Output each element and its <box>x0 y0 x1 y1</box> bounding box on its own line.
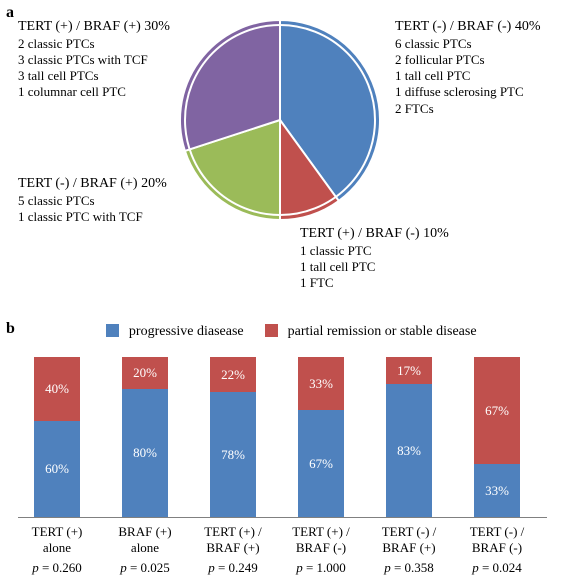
p-value-tert-pos-alone: p = 0.260 <box>12 560 102 576</box>
seg-remission: 40% <box>34 357 80 421</box>
panel-a: a TERT (-) / BRAF (-) 40%6 classic PTCs2… <box>0 0 565 320</box>
p-value-tert-pos-braf-pos: p = 0.249 <box>188 560 278 576</box>
seg-remission: 67% <box>474 357 520 464</box>
panel-a-label: a <box>6 4 14 22</box>
slice-detail-line: 1 tall cell PTC <box>300 259 449 275</box>
slice-detail-line: 6 classic PTCs <box>395 36 541 52</box>
bar-stack: 60%40% <box>34 357 80 517</box>
slice-label-0: TERT (-) / BRAF (-) 40%6 classic PTCs2 f… <box>395 18 541 117</box>
bar-group-tert-neg-braf-pos: 83%17% <box>376 357 442 517</box>
bar-stack: 33%67% <box>474 357 520 517</box>
bar-legend: progressive diasease partial remission o… <box>0 324 565 340</box>
slice-detail-line: 1 columnar cell PTC <box>18 84 170 100</box>
bar-group-tert-pos-braf-neg: 67%33% <box>288 357 354 517</box>
x-label-tert-pos-alone: TERT (+)alone <box>12 524 102 557</box>
p-value-tert-neg-braf-neg: p = 0.024 <box>452 560 542 576</box>
slice-detail-line: 5 classic PTCs <box>18 193 167 209</box>
p-value-tert-neg-braf-pos: p = 0.358 <box>364 560 454 576</box>
bar-group-tert-pos-braf-pos: 78%22% <box>200 357 266 517</box>
bars-area: 60%40%80%20%78%22%67%33%83%17%33%67% <box>0 352 565 517</box>
bar-group-braf-pos-alone: 80%20% <box>112 357 178 517</box>
seg-progressive: 78% <box>210 392 256 517</box>
slice-label-2: TERT (-) / BRAF (+) 20%5 classic PTCs1 c… <box>18 175 167 225</box>
slice-detail-line: 3 classic PTCs with TCF <box>18 52 170 68</box>
seg-remission: 33% <box>298 357 344 410</box>
seg-progressive: 83% <box>386 384 432 517</box>
panel-b: b progressive diasease partial remission… <box>0 320 565 583</box>
x-label-braf-pos-alone: BRAF (+)alone <box>100 524 190 557</box>
slice-heading: TERT (-) / BRAF (-) 40% <box>395 18 541 36</box>
x-label-tert-pos-braf-pos: TERT (+) /BRAF (+) <box>188 524 278 557</box>
bar-stack: 67%33% <box>298 357 344 517</box>
seg-remission: 20% <box>122 357 168 389</box>
bar-stack: 83%17% <box>386 357 432 517</box>
legend-label-progressive: progressive diasease <box>129 324 244 339</box>
slice-detail-line: 3 tall cell PTCs <box>18 68 170 84</box>
x-label-tert-neg-braf-neg: TERT (-) /BRAF (-) <box>452 524 542 557</box>
bar-stack: 78%22% <box>210 357 256 517</box>
p-value-tert-pos-braf-neg: p = 1.000 <box>276 560 366 576</box>
p-value-braf-pos-alone: p = 0.025 <box>100 560 190 576</box>
slice-detail-line: 1 diffuse sclerosing PTC <box>395 84 541 100</box>
seg-progressive: 33% <box>474 464 520 517</box>
slice-detail-line: 1 classic PTC with TCF <box>18 209 167 225</box>
pie-chart <box>180 20 380 220</box>
chart-baseline <box>18 517 547 518</box>
slice-detail-line: 2 FTCs <box>395 101 541 117</box>
legend-label-remission: partial remission or stable disease <box>288 324 477 339</box>
slice-label-1: TERT (+) / BRAF (-) 10%1 classic PTC1 ta… <box>300 225 449 291</box>
slice-heading: TERT (-) / BRAF (+) 20% <box>18 175 167 193</box>
legend-swatch-remission <box>265 324 278 337</box>
slice-heading: TERT (+) / BRAF (+) 30% <box>18 18 170 36</box>
slice-label-3: TERT (+) / BRAF (+) 30%2 classic PTCs3 c… <box>18 18 170 101</box>
seg-progressive: 60% <box>34 421 80 517</box>
slice-detail-line: 1 FTC <box>300 275 449 291</box>
seg-progressive: 80% <box>122 389 168 517</box>
seg-remission: 17% <box>386 357 432 384</box>
seg-remission: 22% <box>210 357 256 392</box>
x-label-tert-neg-braf-pos: TERT (-) /BRAF (+) <box>364 524 454 557</box>
legend-swatch-progressive <box>106 324 119 337</box>
x-label-tert-pos-braf-neg: TERT (+) /BRAF (-) <box>276 524 366 557</box>
slice-detail-line: 2 follicular PTCs <box>395 52 541 68</box>
slice-detail-line: 1 classic PTC <box>300 243 449 259</box>
seg-progressive: 67% <box>298 410 344 517</box>
bar-group-tert-neg-braf-neg: 33%67% <box>464 357 530 517</box>
bar-stack: 80%20% <box>122 357 168 517</box>
bar-group-tert-pos-alone: 60%40% <box>24 357 90 517</box>
slice-detail-line: 2 classic PTCs <box>18 36 170 52</box>
slice-heading: TERT (+) / BRAF (-) 10% <box>300 225 449 243</box>
slice-detail-line: 1 tall cell PTC <box>395 68 541 84</box>
